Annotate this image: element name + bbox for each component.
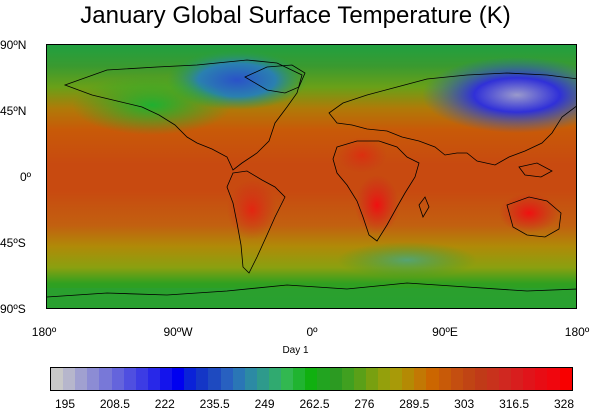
- lat-label-90s: 90ºS: [0, 302, 26, 316]
- lon-label-90e: 90ºE: [432, 325, 458, 339]
- time-subtitle: Day 1: [282, 345, 309, 356]
- colorbar-segment: [353, 368, 366, 390]
- colorbar-segment: [51, 368, 64, 390]
- colorbar-tick-label: 289.5: [399, 397, 430, 411]
- sahara-hot-spot: [337, 137, 387, 173]
- colorbar-segment: [159, 368, 173, 390]
- colorbar-segment: [305, 368, 318, 390]
- colorbar-segment: [523, 368, 536, 390]
- colorbar-segment: [63, 368, 76, 390]
- antarctic-region: [337, 242, 477, 278]
- colorbar-segment: [535, 368, 548, 390]
- colorbar-segment: [244, 368, 257, 390]
- colorbar-segment: [75, 368, 88, 390]
- colorbar-segment: [196, 368, 209, 390]
- colorbar-segment: [414, 368, 427, 390]
- colorbar-segment: [232, 368, 245, 390]
- colorbar-tick-label: 316.5: [499, 397, 530, 411]
- colorbar-segment: [474, 368, 487, 390]
- colorbar-tick-label: 195: [54, 397, 76, 411]
- colorbar-segment: [317, 368, 330, 390]
- colorbar-tick-label: 276: [354, 397, 375, 411]
- colorbar-segment: [147, 368, 160, 390]
- lon-label-90w: 90ºW: [163, 325, 193, 339]
- africa-coast: [332, 140, 420, 242]
- colorbar-segment: [547, 368, 560, 390]
- southern-africa-hot-spot: [355, 175, 399, 235]
- colorbar-segment: [172, 368, 185, 390]
- colorbar-segment: [184, 368, 197, 390]
- lon-label-0: 0º: [306, 325, 318, 339]
- colorbar-segment: [111, 368, 124, 390]
- colorbar-segment: [511, 368, 524, 390]
- colorbar-segment: [486, 368, 500, 390]
- australia-coast: [506, 196, 562, 238]
- colorbar-segment: [402, 368, 415, 390]
- antarctica-fill: [47, 288, 576, 308]
- colorbar-segment: [268, 368, 282, 390]
- lat-label-45s: 45ºS: [0, 236, 26, 250]
- colorbar-segment: [99, 368, 112, 390]
- colorbar-tick-label: 235.5: [199, 397, 230, 411]
- colorbar-segment: [329, 368, 342, 390]
- colorbar-segment: [341, 368, 354, 390]
- colorbar-segment: [390, 368, 403, 390]
- colorbar-tick-label: 208.5: [99, 397, 130, 411]
- australia-hot-spot: [499, 193, 559, 233]
- lon-label-180w: 180º: [31, 325, 57, 339]
- colorbar-tick-label: 222: [154, 397, 175, 411]
- colorbar-segment: [365, 368, 378, 390]
- colorbar-tick-label: 249: [254, 397, 275, 411]
- colorbar-segment: [438, 368, 451, 390]
- south-america-coast: [226, 170, 286, 274]
- colorbar-segment: [450, 368, 463, 390]
- colorbar-segment: [220, 368, 233, 390]
- eurasia-coast: [328, 72, 576, 166]
- colorbar-tick-label: 303: [454, 397, 475, 411]
- colorbar-segment: [499, 368, 512, 390]
- lat-label-45n: 45ºN: [0, 104, 27, 118]
- coastlines: [47, 59, 576, 298]
- antarctica-coast: [47, 282, 576, 298]
- north-america-green-region: [72, 75, 232, 135]
- colorbar-tick-label: 262.5: [299, 397, 330, 411]
- colorbar-segment: [208, 368, 221, 390]
- colorbar-tick-label: 328: [553, 397, 575, 411]
- colorbar-segment: [87, 368, 100, 390]
- colorbar-segment: [135, 368, 148, 390]
- colorbar-segment: [462, 368, 475, 390]
- colorbar-segment: [123, 368, 136, 390]
- lon-label-180e: 180º: [564, 325, 590, 339]
- colorbar-segment: [426, 368, 439, 390]
- colorbar-segment: [559, 368, 572, 390]
- south-america-hot-spot: [227, 180, 277, 240]
- colorbar-segment: [377, 368, 391, 390]
- colorbar-segment: [256, 368, 269, 390]
- map-panel: [46, 44, 577, 309]
- greenland-coast: [244, 64, 306, 94]
- lat-label-90n: 90ºN: [0, 38, 27, 52]
- colorbar-segment: [293, 368, 306, 390]
- lat-label-0: 0º: [20, 170, 32, 184]
- colorbar-segment: [281, 368, 294, 390]
- indonesia-coast: [518, 162, 553, 178]
- colorbar: [50, 367, 573, 391]
- temperature-map: [47, 45, 576, 308]
- north-america-coast: [63, 59, 303, 171]
- madagascar-coast: [418, 196, 430, 218]
- chart-title: January Global Surface Temperature (K): [80, 2, 511, 29]
